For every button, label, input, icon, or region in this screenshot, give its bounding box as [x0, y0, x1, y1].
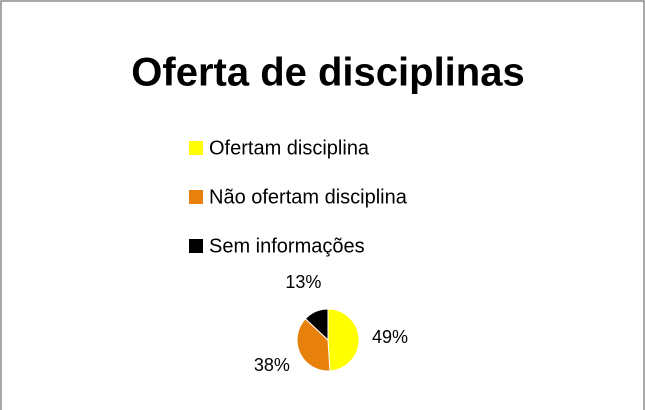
data-label: 38% — [254, 355, 290, 375]
chart-title: Oferta de disciplinas — [131, 51, 524, 95]
data-label: 13% — [285, 272, 321, 292]
data-label: 49% — [372, 327, 408, 347]
pie-slice — [296, 318, 331, 372]
legend-label: Não ofertam disciplina — [209, 186, 408, 208]
pie-slice — [304, 308, 329, 342]
legend-swatch — [189, 239, 203, 253]
legend-label: Ofertam disciplina — [209, 137, 370, 159]
legend-swatch — [189, 141, 203, 155]
legend-label: Sem informações — [209, 235, 365, 257]
legend-swatch — [189, 190, 203, 204]
pie-slice — [327, 308, 360, 372]
